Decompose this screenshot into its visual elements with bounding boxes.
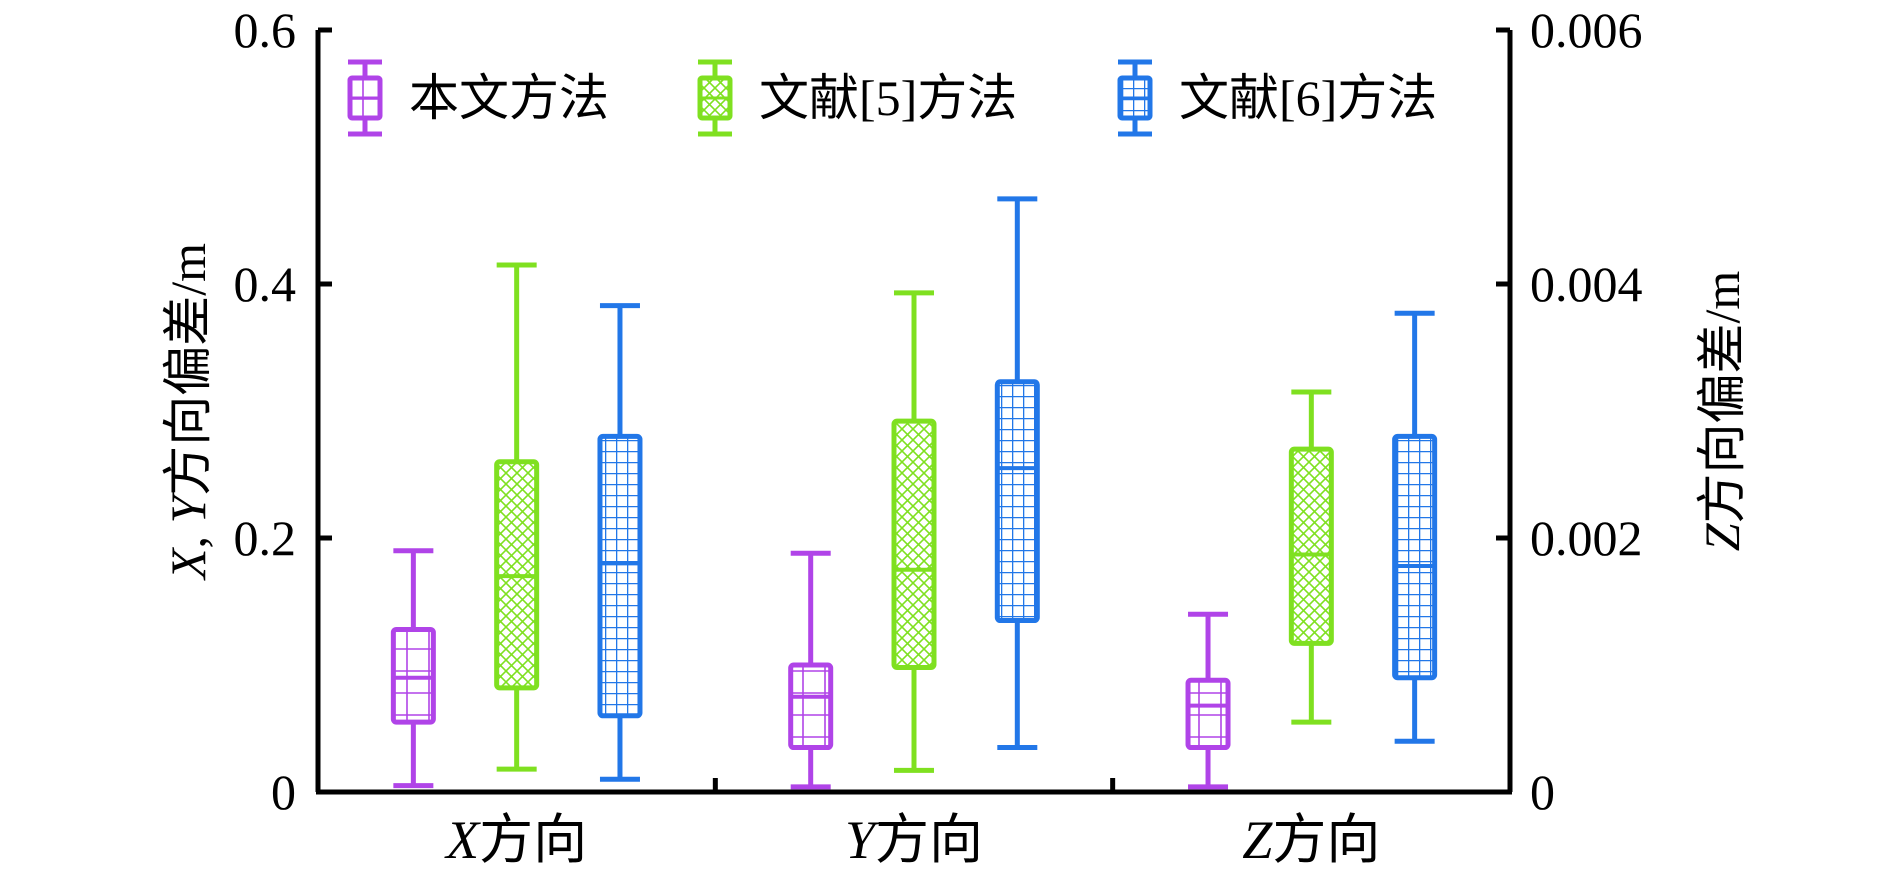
box-1-category-3 (1185, 611, 1231, 790)
legend-item: 文献[6]方法 (1117, 59, 1437, 137)
legend-box-icon (347, 59, 383, 137)
legend-item: 文献[5]方法 (697, 59, 1017, 137)
left-axis-ticks: 0 0.2 0.4 0.6 (234, 2, 332, 820)
category-label-letter: X (444, 810, 481, 870)
left-tick-label: 0.2 (234, 510, 297, 566)
box-1-category-1 (390, 548, 436, 789)
box-2-category-3 (1288, 389, 1334, 725)
plot-frame (315, 30, 1513, 795)
box-series (390, 196, 1438, 790)
legend-label: 文献[5]方法 (759, 70, 1017, 126)
right-tick-label: 0.002 (1530, 510, 1643, 566)
left-axis-title-x: X (160, 546, 216, 581)
legend-box-icon (1117, 59, 1153, 137)
category-separators (712, 778, 1116, 792)
legend-label: 本文方法 (409, 70, 609, 126)
category-label: Z方向 (1242, 810, 1380, 870)
left-tick-label: 0 (271, 764, 296, 820)
category-label-rest: 方向 (479, 810, 587, 870)
right-tick-label: 0.004 (1530, 256, 1643, 312)
category-label: X方向 (444, 810, 587, 870)
iqr-box (1392, 433, 1438, 681)
category-label-rest: 方向 (1272, 810, 1380, 870)
right-axis-title-rest: 方向偏差/m (1694, 271, 1750, 524)
box-3-category-1 (597, 303, 643, 782)
box-3-category-2 (994, 196, 1040, 751)
box-3-category-3 (1392, 310, 1438, 744)
iqr-box (597, 433, 643, 719)
left-axis-title-y: Y (160, 491, 216, 524)
iqr-box (1185, 677, 1231, 751)
category-label: Y方向 (845, 810, 983, 870)
box-2-category-2 (891, 290, 937, 773)
right-axis-title: Z方向偏差/m (1694, 271, 1750, 552)
legend-item: 本文方法 (347, 59, 609, 137)
left-axis-title: X, Y方向偏差/m (160, 243, 216, 581)
category-label-letter: Z (1242, 810, 1273, 870)
legend-label: 文献[6]方法 (1179, 70, 1437, 126)
category-label-rest: 方向 (875, 810, 983, 870)
right-axis-ticks: 0 0.002 0.004 0.006 (1496, 2, 1643, 820)
category-label-letter: Y (845, 810, 880, 870)
iqr-box (994, 379, 1040, 624)
legend: 本文方法 文献[5]方法 文献[6]方法 (347, 59, 1437, 137)
left-tick-label: 0.4 (234, 256, 297, 312)
iqr-box (1288, 446, 1334, 646)
box-2-category-1 (494, 262, 540, 772)
legend-box-icon (697, 59, 733, 137)
right-axis-title-z: Z (1694, 522, 1750, 551)
iqr-box (891, 418, 937, 671)
box-1-category-2 (788, 550, 834, 790)
left-tick-label: 0.6 (234, 2, 297, 58)
left-axis-title-sep: , (160, 524, 216, 549)
category-labels: X方向 Y方向 Z方向 (444, 810, 1380, 870)
right-tick-label: 0.006 (1530, 2, 1643, 58)
left-axis-title-rest: 方向偏差/m (160, 243, 216, 496)
iqr-box (788, 662, 834, 751)
right-tick-label: 0 (1530, 764, 1555, 820)
